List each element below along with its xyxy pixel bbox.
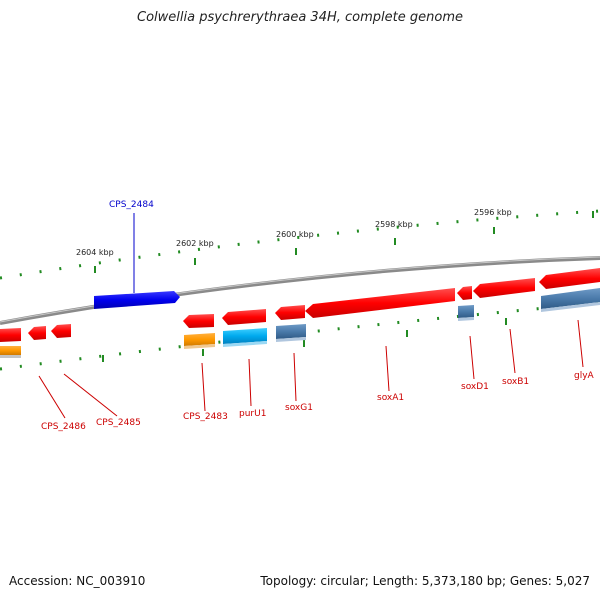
gene-label-glya[interactable]: glyA — [574, 371, 595, 381]
scale-label-2604: 2604 kbp — [76, 248, 114, 257]
feature-block-orange[interactable] — [184, 333, 215, 346]
gene-arrow-soxd1[interactable] — [457, 286, 472, 300]
feature-block-steel-soxd1[interactable] — [458, 305, 474, 318]
feature-block-orange-shadow — [184, 344, 215, 349]
gene-arrow-glya[interactable] — [539, 268, 600, 289]
gene-arrow-soxg1[interactable] — [275, 305, 305, 320]
label-leader-lines — [38, 213, 584, 419]
gene-label-soxb1[interactable]: soxB1 — [502, 377, 529, 387]
gene-arrow-cps2486[interactable] — [0, 328, 21, 342]
accession-text: Accession: NC_003910 — [9, 574, 146, 588]
feature-block-cyan-shadow — [223, 341, 267, 347]
genome-backbone — [0, 256, 600, 325]
major-ticks-inner — [102, 318, 507, 362]
feature-block-steel-glya-shadow — [541, 302, 600, 312]
gene-label-soxd1[interactable]: soxD1 — [461, 382, 489, 392]
scale-label-2600: 2600 kbp — [276, 230, 314, 239]
gene-arrow-soxb1[interactable] — [473, 278, 535, 298]
gene-arrow-cps2484[interactable] — [94, 291, 180, 309]
gene-label-cps2486[interactable]: CPS_2486 — [41, 422, 86, 432]
gene-label-puru1[interactable]: purU1 — [239, 409, 266, 419]
feature-block-steel-soxd1-shadow — [458, 317, 474, 321]
gene-label-cps2483[interactable]: CPS_2483 — [183, 412, 228, 422]
gene-arrow-cps2483[interactable] — [183, 314, 214, 328]
topology-summary: Topology: circular; Length: 5,373,180 bp… — [260, 574, 590, 588]
gene-label-soxa1[interactable]: soxA1 — [377, 393, 404, 403]
scale-label-2602: 2602 kbp — [176, 239, 214, 248]
scale-label-2598: 2598 kbp — [375, 220, 413, 229]
genome-backbone-highlight — [0, 256, 600, 323]
gene-label-cps2484[interactable]: CPS_2484 — [109, 200, 154, 210]
gene-label-soxg1[interactable]: soxG1 — [285, 403, 313, 413]
feature-block-orange-left[interactable] — [0, 346, 21, 355]
feature-block-gray-left — [0, 355, 21, 358]
map-title: Colwellia psychrerythraea 34H, complete … — [137, 10, 463, 25]
feature-block-steel-soxg1-shadow — [276, 337, 306, 342]
feature-block-cyan[interactable] — [223, 328, 267, 344]
feature-block-steel-soxg1[interactable] — [276, 324, 306, 339]
gene-label-cps2485[interactable]: CPS_2485 — [96, 418, 141, 428]
gene-arrow-puru1[interactable] — [222, 309, 266, 325]
gene-arrow-cps2485-b[interactable] — [51, 324, 71, 338]
scale-label-2596: 2596 kbp — [474, 208, 512, 217]
outer-tick-ring — [0, 209, 600, 280]
gene-arrow-cps2485-a[interactable] — [28, 326, 46, 340]
gene-arrow-soxa1[interactable] — [305, 288, 455, 318]
major-ticks-outer — [94, 211, 594, 273]
